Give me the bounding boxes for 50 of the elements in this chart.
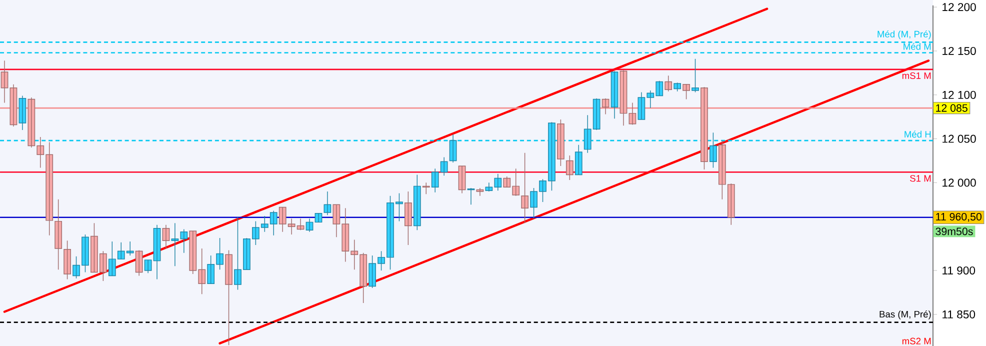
candlestick	[135, 250, 143, 276]
candlestick	[692, 58, 699, 93]
candlestick	[710, 132, 717, 168]
y-tick-label: 12 150	[942, 46, 976, 55]
y-tick-label: 11 850	[942, 310, 976, 318]
candlestick	[10, 84, 18, 127]
text: 11 960,50	[936, 212, 982, 222]
candlestick	[162, 224, 170, 249]
candlestick	[54, 198, 62, 270]
candlestick	[602, 98, 610, 115]
candlestick	[306, 218, 314, 232]
text: 39m50s	[936, 228, 973, 236]
candlestick	[620, 70, 628, 126]
candlestick	[314, 213, 322, 223]
candlestick	[700, 86, 708, 170]
candlestick	[521, 152, 529, 224]
candlestick	[566, 155, 574, 180]
ref-line-label: mS1 M	[902, 72, 931, 79]
y-tick-label: 12 000	[942, 178, 976, 187]
y-tick-label: 11 900	[942, 266, 976, 274]
candlestick	[144, 260, 152, 274]
y-tick-label: 12 200	[942, 3, 976, 12]
ref-line-label: Méd (M, Pré)	[878, 30, 931, 40]
candlestick	[449, 134, 457, 163]
annotation: mS2 M	[902, 338, 931, 344]
y-tick-label: 12 100	[942, 90, 976, 99]
candlestick	[674, 82, 682, 92]
candlestick	[413, 174, 421, 230]
candlestick	[0, 60, 8, 104]
text: 12 085	[936, 104, 968, 112]
candlestick	[682, 84, 690, 100]
candlestick	[458, 166, 466, 194]
candlestick	[404, 191, 412, 246]
ref-line-label: Bas (M, Pré)	[880, 310, 931, 320]
candlestick	[476, 188, 484, 196]
candlestick	[324, 191, 332, 216]
candlestick	[557, 119, 564, 166]
candlestick	[610, 70, 618, 119]
candlestick	[574, 144, 582, 176]
candlestick	[628, 102, 636, 126]
candlestick	[64, 240, 71, 280]
candlestick	[422, 182, 430, 194]
candlestick	[467, 188, 475, 205]
ref-line-label: S1 M	[910, 175, 931, 182]
y-tick-label: 12 050	[942, 134, 976, 143]
candlestick	[153, 224, 161, 280]
candlestick	[18, 95, 26, 130]
ref-line-label: Méd H	[904, 130, 931, 138]
candlestick	[664, 75, 672, 92]
ref-line-label: Méd M	[904, 42, 931, 50]
